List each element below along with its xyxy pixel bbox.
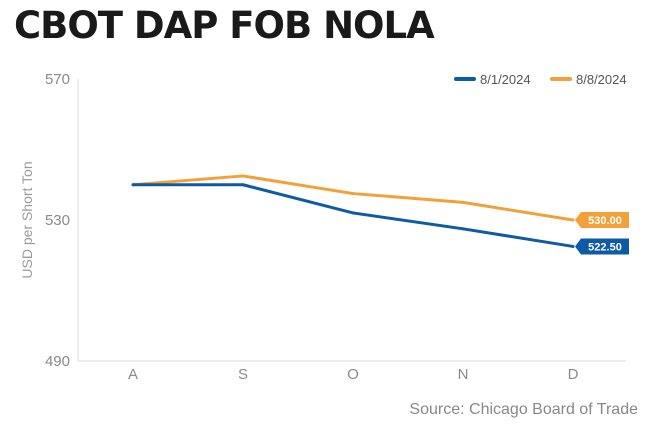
y-tick-label: 530 (45, 212, 70, 229)
end-value-label: 522.50 (588, 241, 622, 253)
data-point (571, 218, 575, 222)
data-point (461, 227, 465, 231)
x-tick-label: N (458, 366, 469, 383)
source-note: Source: Chicago Board of Trade (409, 401, 638, 418)
x-tick-label: S (238, 366, 248, 383)
chart-axes: 570 530 490 USD per Short Ton A S O N D (19, 71, 626, 383)
data-point (241, 174, 245, 178)
end-value-label: 530.00 (588, 215, 622, 227)
data-point (461, 200, 465, 204)
y-tick-label: 570 (45, 71, 70, 88)
y-tick-label: 490 (45, 353, 70, 370)
data-point (351, 192, 355, 196)
chart-series: 530.00 522.50 (131, 174, 629, 255)
chart-legend: 8/1/2024 8/8/2024 (454, 72, 627, 87)
legend-label: 8/1/2024 (480, 72, 531, 87)
end-value-tag (575, 238, 629, 255)
x-tick-label: A (128, 366, 138, 383)
data-point (571, 244, 575, 248)
x-tick-label: O (347, 366, 359, 383)
end-value-tag (575, 212, 629, 228)
data-point (241, 183, 245, 187)
chart-title: CBOT DAP FOB NOLA (14, 4, 435, 47)
data-point (351, 211, 355, 215)
x-tick-label: D (568, 366, 579, 383)
data-point (131, 183, 135, 187)
y-axis-label: USD per Short Ton (19, 161, 35, 278)
legend-label: 8/8/2024 (576, 72, 627, 87)
